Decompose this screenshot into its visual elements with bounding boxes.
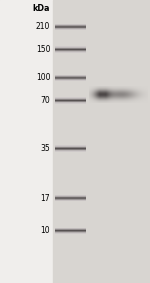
Text: kDa: kDa <box>33 4 50 13</box>
Text: 17: 17 <box>41 194 50 203</box>
Text: 35: 35 <box>40 144 50 153</box>
Text: 210: 210 <box>36 22 50 31</box>
Text: 10: 10 <box>41 226 50 235</box>
Bar <box>55 230 86 231</box>
Bar <box>55 148 86 149</box>
Text: 150: 150 <box>36 45 50 54</box>
Bar <box>55 49 86 50</box>
Text: 100: 100 <box>36 73 50 82</box>
Bar <box>55 100 86 101</box>
Bar <box>0 0 53 283</box>
Text: 70: 70 <box>40 96 50 105</box>
Bar <box>53 0 150 283</box>
